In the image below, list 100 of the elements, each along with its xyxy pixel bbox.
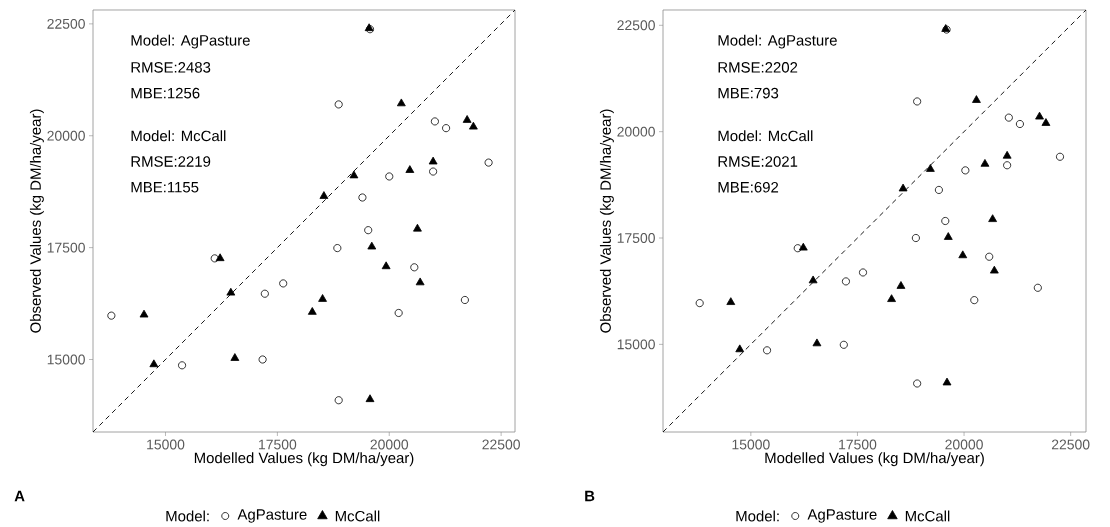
point (985, 252, 994, 261)
point (178, 361, 187, 370)
point (1041, 118, 1051, 126)
point (230, 353, 240, 361)
point (428, 156, 438, 165)
point (1003, 161, 1012, 170)
point (394, 308, 403, 317)
point (442, 124, 451, 133)
text: A (14, 490, 25, 502)
point (318, 294, 327, 302)
point (726, 297, 736, 305)
y-tick-label: 20000 (47, 130, 85, 141)
point (1033, 283, 1042, 292)
point (798, 242, 808, 251)
x-tick-label: 22500 (482, 439, 520, 450)
point (1002, 150, 1012, 159)
annotation: MBE:793 (718, 87, 779, 99)
annotation: MBE:692 (718, 181, 779, 193)
point (925, 164, 935, 172)
point (793, 244, 802, 253)
point (841, 277, 850, 286)
point (942, 377, 952, 386)
point (460, 295, 469, 304)
point (385, 172, 394, 181)
y-tick-label: 22500 (47, 18, 85, 29)
point (812, 338, 822, 347)
annotation: Model: McCall (718, 130, 813, 142)
annotation: RMSE:2483 (131, 62, 211, 73)
annotation: RMSE:2219 (131, 156, 211, 167)
point (839, 340, 848, 349)
point (349, 170, 359, 179)
point (735, 344, 745, 353)
point (258, 355, 267, 364)
point (307, 307, 317, 315)
x-tick-label: 17500 (259, 439, 297, 450)
point (415, 277, 425, 286)
x-tick-label: 20000 (370, 439, 409, 450)
point (215, 253, 225, 262)
legend-label: McCall (905, 510, 950, 522)
text: B (585, 490, 595, 502)
point (898, 183, 908, 192)
point (989, 265, 999, 274)
point (405, 165, 415, 173)
y-axis-title: Observed Values (kg DM/ha/year) (599, 109, 614, 333)
x-axis-title: Modelled Values (kg DM/ha/year) (194, 452, 414, 467)
x-tick-label: 15000 (732, 439, 770, 450)
annotation: RMSE:2202 (718, 62, 798, 73)
point (381, 261, 391, 270)
y-axis-title: Observed Values (kg DM/ha/year) (29, 109, 44, 333)
x-tick-label: 15000 (147, 439, 185, 450)
point (913, 97, 922, 106)
point (334, 100, 343, 109)
annotation: MBE:1155 (131, 182, 199, 193)
y-tick-label: 20000 (617, 126, 655, 137)
x-tick-label: 22500 (1051, 439, 1090, 450)
point (887, 294, 896, 302)
legend-label: AgPasture (237, 509, 307, 523)
point (970, 296, 979, 305)
legend-title: Model: (736, 510, 779, 522)
point (858, 268, 867, 277)
point (358, 193, 367, 202)
point (365, 394, 375, 403)
x-tick-label: 20000 (945, 439, 983, 450)
point (1004, 113, 1013, 122)
point (413, 223, 422, 232)
x-tick-label: 17500 (839, 439, 877, 450)
point (430, 117, 439, 126)
point (1035, 111, 1044, 120)
annotation: Model: McCall (131, 130, 226, 142)
point (469, 121, 478, 130)
point (279, 279, 288, 288)
x-axis-title: Modelled Values (kg DM/ha/year) (765, 452, 984, 467)
point (972, 95, 981, 103)
point (364, 226, 373, 235)
legend-title: Model: (166, 510, 209, 522)
point (911, 234, 920, 243)
y-tick-label: 15000 (47, 354, 85, 365)
annotation: RMSE:2021 (718, 156, 798, 167)
point (334, 396, 343, 405)
point (980, 158, 990, 167)
point (139, 309, 149, 318)
point (149, 359, 159, 368)
legend-label: McCall (335, 510, 380, 522)
point (319, 191, 329, 199)
annotation: MBE:1256 (131, 87, 200, 99)
point (1056, 152, 1064, 161)
point (226, 287, 236, 296)
point (429, 167, 438, 176)
point (958, 250, 968, 259)
point (107, 311, 116, 320)
y-tick-label: 22500 (617, 20, 655, 31)
legend-label: AgPasture (807, 509, 877, 523)
point (763, 346, 772, 355)
point (808, 275, 818, 284)
point (943, 232, 953, 240)
point (484, 158, 493, 167)
y-tick-label: 17500 (617, 233, 655, 243)
point (1015, 120, 1024, 128)
point (333, 244, 342, 253)
point (367, 241, 377, 250)
